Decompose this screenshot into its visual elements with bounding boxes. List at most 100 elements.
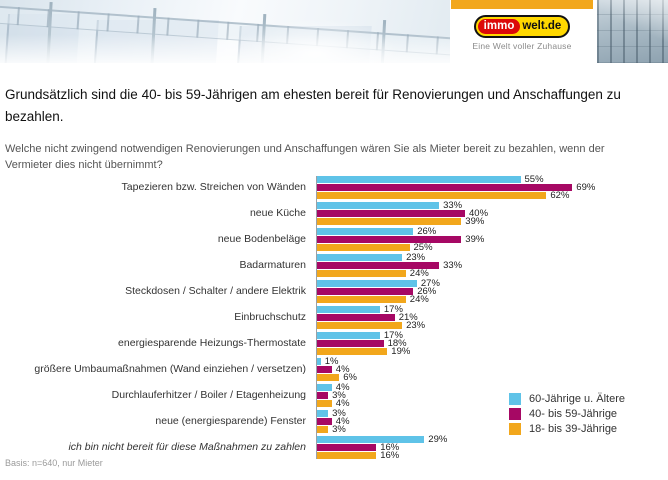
bar-group: 3% 4% 3% (317, 407, 350, 435)
bar (317, 443, 377, 451)
bar-chart-rows: Tapezieren bzw. Streichen von Wänden 55% 6… (0, 174, 668, 460)
bar (317, 201, 440, 209)
bar-value-label: 4% (335, 415, 350, 427)
bar (317, 417, 332, 425)
bar-line: 16% (317, 449, 447, 461)
bar-value-label: 3% (332, 423, 346, 435)
category-label: neue Küche (249, 207, 306, 219)
logo-welt-text: welt.de (522, 20, 562, 32)
bar (317, 331, 380, 339)
bar-value-label: 3% (332, 389, 346, 401)
bar (317, 253, 403, 261)
chart-axis-line (316, 176, 317, 459)
bar-value-label: 21% (398, 311, 418, 323)
chart-row: ich bin nicht bereit für diese Maßnahmen… (0, 434, 668, 460)
legend-label: 40- bis 59-Jährige (529, 407, 618, 420)
bar-group: 23% 33% 24% (317, 251, 463, 279)
bar-line: 18% (317, 338, 410, 348)
bar-value-label: 39% (465, 215, 485, 227)
bar-value-label: 4% (335, 381, 350, 393)
bar-value-label: 25% (413, 241, 433, 253)
bar (317, 227, 414, 235)
bar-line: 69% (317, 182, 595, 192)
category-label: neue Bodenbeläge (217, 233, 306, 245)
legend-swatch (509, 407, 521, 420)
bar-line: 24% (317, 293, 440, 305)
bar (317, 435, 425, 443)
bar-value-label: 24% (409, 293, 429, 305)
bar-line: 21% (317, 311, 425, 323)
bar-group: 55% 69% 62% (317, 174, 595, 201)
photo-highlight (0, 0, 450, 63)
legend-item: 18- bis 39-Jährige (509, 422, 625, 435)
chart-row: Tapezieren bzw. Streichen von Wänden 55% 6… (0, 174, 668, 200)
bar (317, 313, 395, 321)
bar-line: 16% (317, 441, 447, 453)
header-photo-glass-building-left (0, 0, 450, 63)
category-label: Einbruchschutz (234, 311, 306, 323)
category-label: ich bin nicht bereit für diese Maßnahmen… (68, 441, 306, 453)
bar-value-label: 33% (443, 259, 463, 271)
bar-group: 17% 21% 23% (317, 304, 426, 331)
bar (317, 183, 573, 191)
legend-swatch (509, 422, 521, 435)
logo-tagline: Eine Welt voller Zuhause (472, 41, 572, 51)
bar-line: 4% (317, 381, 350, 393)
basis-note: Basis: n=640, nur Mieter (5, 458, 103, 468)
bar (317, 373, 340, 381)
legend-label: 60-Jährige u. Ältere (529, 392, 625, 405)
chart-row: größere Umbaumaßnahmen (Wand einziehen /… (0, 356, 668, 382)
chart-row: neue Bodenbeläge 26% 39% 25% (0, 226, 668, 252)
bar-line: 27% (317, 278, 440, 288)
bar-chart: Tapezieren bzw. Streichen von Wänden 55% 6… (0, 174, 668, 460)
bar-line: 23% (317, 319, 426, 331)
bar-value-label: 62% (550, 189, 570, 201)
bar-value-label: 26% (417, 285, 437, 297)
logo-immo-text: immo (477, 19, 521, 34)
bar-value-label: 16% (380, 449, 400, 461)
bar (317, 287, 414, 295)
bar-line: 33% (317, 199, 488, 211)
bar-line: 23% (317, 251, 462, 263)
bar-line: 4% (317, 398, 350, 408)
bar (317, 383, 332, 391)
bar-line: 4% (317, 415, 350, 427)
bar-value-label: 4% (335, 363, 350, 375)
bar-group: 33% 40% 39% (317, 199, 488, 227)
chart-row: Einbruchschutz 17% 21% 23% (0, 304, 668, 330)
bar-line: 26% (317, 285, 440, 297)
bar-group: 4% 3% 4% (317, 381, 350, 408)
category-label: Badarmaturen (239, 259, 306, 271)
bar (317, 191, 547, 199)
bar-line: 24% (317, 267, 462, 279)
page-title: Grundsätzlich sind die 40- bis 59-Jährig… (5, 87, 621, 124)
bar-value-label: 33% (443, 199, 463, 211)
bar (317, 235, 462, 243)
bar (317, 391, 329, 399)
bar-value-label: 23% (406, 319, 426, 331)
survey-question: Welche nicht zwingend notwendigen Renovi… (5, 143, 605, 171)
bar-value-label: 24% (409, 267, 429, 279)
bar-line: 39% (317, 234, 484, 244)
bar (317, 261, 440, 269)
legend-swatch (509, 392, 521, 405)
bar-line: 55% (317, 174, 595, 184)
legend-item: 40- bis 59-Jährige (509, 407, 625, 420)
bar (317, 279, 417, 287)
bar-group: 17% 18% 19% (317, 330, 410, 356)
bar-group: 27% 26% 24% (317, 278, 440, 305)
immowelt-logo: immo welt.de Eine Welt voller Zuhause (450, 15, 594, 51)
bar (317, 399, 332, 407)
bar (317, 425, 329, 433)
bar-line: 40% (317, 208, 488, 218)
category-label: größere Umbaumaßnahmen (Wand einziehen /… (34, 363, 306, 375)
bar-value-label: 1% (324, 355, 339, 367)
bar (317, 321, 403, 329)
legend-label: 18- bis 39-Jährige (529, 422, 618, 435)
category-label: Tapezieren bzw. Streichen von Wänden (121, 181, 306, 193)
bar-value-label: 3% (332, 407, 346, 419)
bar-value-label: 16% (380, 441, 400, 453)
bar-value-label: 23% (406, 251, 426, 263)
bar (317, 209, 465, 217)
